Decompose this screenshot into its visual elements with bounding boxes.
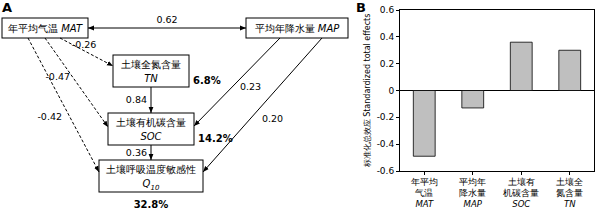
svg-text:0.36: 0.36	[126, 147, 147, 158]
svg-text:0.6: 0.6	[380, 5, 395, 15]
svg-text:6.8%: 6.8%	[193, 75, 221, 86]
html-text:B: B	[356, 0, 366, 15]
svg-text:土壤有机碳含量: 土壤有机碳含量	[116, 117, 186, 128]
svg-text:0.62: 0.62	[156, 14, 177, 25]
svg-text:年平均气温MAT: 年平均气温MAT	[411, 177, 438, 209]
svg-text:土壤有机碳含量SOC: 土壤有机碳含量SOC	[503, 177, 539, 209]
svg-text:土壤全氮含量: 土壤全氮含量	[121, 59, 181, 70]
svg-text:0: 0	[388, 86, 394, 96]
svg-text:0.23: 0.23	[240, 81, 261, 92]
svg-text:0.20: 0.20	[262, 113, 283, 124]
svg-text:Q10: Q10	[143, 178, 160, 192]
svg-text:-0.4: -0.4	[377, 139, 395, 149]
svg-text:A: A	[2, 0, 12, 15]
svg-text:-0.2: -0.2	[377, 112, 395, 122]
svg-text:标准化总效应 Standardized total effe: 标准化总效应 Standardized total effects	[363, 14, 372, 169]
svg-text:-0.47: -0.47	[45, 71, 70, 82]
svg-text:0.84: 0.84	[126, 94, 147, 105]
svg-text:32.8%: 32.8%	[134, 199, 169, 210]
svg-text:SOC: SOC	[140, 131, 161, 142]
svg-text:TN: TN	[144, 73, 158, 84]
svg-text:年平均气温 MAT: 年平均气温 MAT	[8, 23, 83, 34]
svg-text:-0.26: -0.26	[72, 39, 97, 50]
svg-text:0.4: 0.4	[380, 32, 395, 42]
svg-text:14.2%: 14.2%	[198, 133, 233, 144]
svg-text:土壤呼吸温度敏感性: 土壤呼吸温度敏感性	[106, 164, 196, 175]
svg-text:土壤全氮含量TN: 土壤全氮含量TN	[556, 177, 583, 209]
svg-text:0.2: 0.2	[380, 59, 394, 69]
svg-text:-0.42: -0.42	[37, 111, 62, 122]
svg-text:平均年降水量MAP: 平均年降水量MAP	[459, 177, 486, 209]
svg-text:平均年降水量 MAP: 平均年降水量 MAP	[255, 23, 341, 34]
svg-text:-0.6: -0.6	[377, 166, 395, 176]
